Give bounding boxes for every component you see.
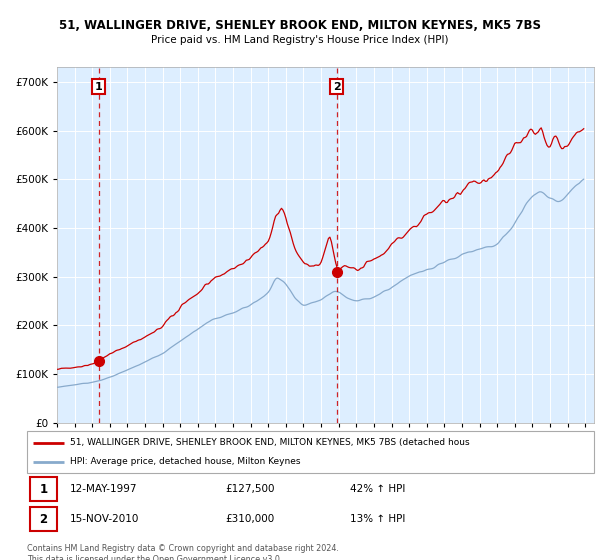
Text: 1: 1: [40, 483, 47, 496]
Text: 13% ↑ HPI: 13% ↑ HPI: [350, 515, 406, 524]
Bar: [30, 477, 57, 501]
Text: Contains HM Land Registry data © Crown copyright and database right 2024.
This d: Contains HM Land Registry data © Crown c…: [27, 544, 339, 560]
Text: Price paid vs. HM Land Registry's House Price Index (HPI): Price paid vs. HM Land Registry's House …: [151, 35, 449, 45]
Text: HPI: Average price, detached house, Milton Keynes: HPI: Average price, detached house, Milt…: [70, 458, 300, 466]
Text: £310,000: £310,000: [226, 515, 275, 524]
Bar: [30, 507, 57, 531]
Text: 12-MAY-1997: 12-MAY-1997: [70, 484, 137, 494]
Text: 42% ↑ HPI: 42% ↑ HPI: [350, 484, 406, 494]
Text: 2: 2: [333, 82, 340, 92]
Text: 2: 2: [40, 513, 47, 526]
Text: 51, WALLINGER DRIVE, SHENLEY BROOK END, MILTON KEYNES, MK5 7BS (detached hous: 51, WALLINGER DRIVE, SHENLEY BROOK END, …: [70, 438, 469, 447]
Text: 15-NOV-2010: 15-NOV-2010: [70, 515, 139, 524]
Text: £127,500: £127,500: [226, 484, 275, 494]
Text: 1: 1: [95, 82, 103, 92]
Text: 51, WALLINGER DRIVE, SHENLEY BROOK END, MILTON KEYNES, MK5 7BS: 51, WALLINGER DRIVE, SHENLEY BROOK END, …: [59, 18, 541, 32]
